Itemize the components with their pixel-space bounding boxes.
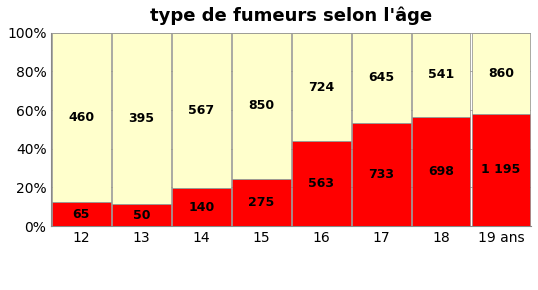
Legend: fumeur>3 cig/j, LITS: fumeur>3 cig/j, LITS <box>197 287 385 290</box>
Bar <box>112 204 171 226</box>
Bar <box>352 32 410 123</box>
Bar <box>172 188 231 226</box>
Bar <box>472 32 530 114</box>
Bar <box>232 179 291 226</box>
Text: 698: 698 <box>428 165 454 178</box>
Text: 50: 50 <box>132 209 150 222</box>
Text: 567: 567 <box>188 104 214 117</box>
Text: 395: 395 <box>128 112 154 125</box>
Text: 140: 140 <box>188 200 214 213</box>
Bar <box>52 202 111 226</box>
Text: 460: 460 <box>68 111 94 124</box>
Bar <box>472 114 530 226</box>
Text: 724: 724 <box>308 81 334 93</box>
Text: 733: 733 <box>368 168 394 181</box>
Bar <box>52 32 111 202</box>
Text: 860: 860 <box>488 67 514 79</box>
Bar <box>172 32 231 188</box>
Bar <box>112 32 171 204</box>
Text: 645: 645 <box>368 71 394 84</box>
Text: 563: 563 <box>308 177 334 190</box>
Text: 850: 850 <box>248 99 274 112</box>
Text: 541: 541 <box>428 68 454 81</box>
Bar <box>412 32 471 117</box>
Title: type de fumeurs selon l'âge: type de fumeurs selon l'âge <box>150 7 432 26</box>
Bar <box>232 32 291 179</box>
Bar <box>292 32 351 142</box>
Bar <box>412 117 471 226</box>
Text: 1 195: 1 195 <box>482 163 521 176</box>
Text: 275: 275 <box>248 196 274 209</box>
Bar <box>352 123 410 226</box>
Bar <box>292 142 351 226</box>
Text: 65: 65 <box>73 208 90 221</box>
